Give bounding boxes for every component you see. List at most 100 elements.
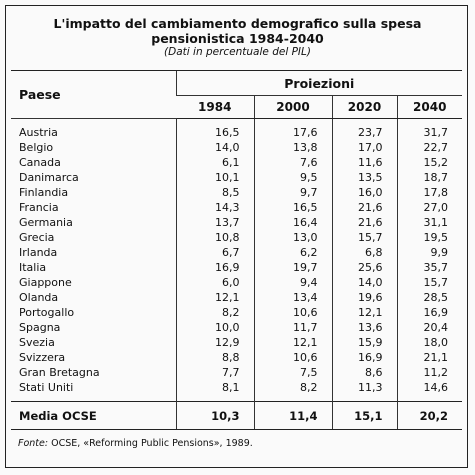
country-name: Belgio (19, 141, 54, 154)
table-row: Canada 6,1 7,6 11,6 15,2 (11, 155, 463, 170)
country-name: Germania (19, 216, 73, 229)
country-name: Svezia (19, 336, 55, 349)
country-name: Spagna (19, 321, 61, 334)
value-cell: 9,7 (253, 185, 332, 200)
value-cell: 17,0 (331, 140, 397, 155)
value-cell: 16,4 (253, 215, 332, 230)
value-cell: 14,0 (331, 275, 397, 290)
value-cell: 17,8 (396, 185, 463, 200)
country-name: Olanda (19, 291, 59, 304)
value-cell: 13,0 (253, 230, 332, 245)
value-cell: 7,7 (175, 365, 254, 380)
country-header: Paese (11, 70, 176, 119)
country-name: Danimarca (19, 171, 79, 184)
value-cell: 21,1 (396, 350, 463, 365)
value-cell: 17,6 (253, 118, 332, 140)
value-cell: 13,7 (175, 215, 254, 230)
value-cell: 31,1 (396, 215, 463, 230)
table-row: Svizzera 8,8 10,6 16,9 21,1 (11, 350, 463, 365)
table-row: Portogallo 8,2 10,6 12,1 16,9 (11, 305, 463, 320)
value-cell: 23,7 (331, 118, 397, 140)
value-cell: 19,5 (396, 230, 463, 245)
value-cell: 14,0 (175, 140, 254, 155)
value-cell: 9,9 (396, 245, 463, 260)
value-cell: 11,3 (331, 380, 397, 402)
table-row: Finlandia 8,5 9,7 16,0 17,8 (11, 185, 463, 200)
table-row: Italia 16,9 19,7 25,6 35,7 (11, 260, 463, 275)
country-name: Italia (19, 261, 47, 274)
value-cell: 12,1 (175, 290, 254, 305)
country-name: Giappone (19, 276, 72, 289)
country-name: Svizzera (19, 351, 66, 364)
table-row: Spagna 10,0 11,7 13,6 20,4 (11, 320, 463, 335)
value-cell: 8,6 (331, 365, 397, 380)
value-cell: 19,6 (331, 290, 397, 305)
value-cell: 13,8 (253, 140, 332, 155)
country-name: Portogallo (19, 306, 75, 319)
value-cell: 12,9 (175, 335, 254, 350)
value-cell: 6,8 (331, 245, 397, 260)
total-value: 11,4 (253, 401, 332, 430)
country-name: Irlanda (19, 246, 58, 259)
value-cell: 6,7 (175, 245, 254, 260)
value-cell: 7,5 (253, 365, 332, 380)
value-cell: 18,0 (396, 335, 463, 350)
value-cell: 8,2 (253, 380, 332, 402)
year-header: 2000 (253, 95, 332, 119)
value-cell: 10,6 (253, 305, 332, 320)
table-row: Gran Bretagna 7,7 7,5 8,6 11,2 (11, 365, 463, 380)
value-cell: 16,5 (175, 118, 254, 140)
country-name: Canada (19, 156, 61, 169)
table-row: Austria 16,5 17,6 23,7 31,7 (11, 118, 463, 140)
subtitle: (Dati in percentuale del PIL) (164, 46, 311, 58)
value-cell: 12,1 (253, 335, 332, 350)
country-name: Finlandia (19, 186, 69, 199)
value-cell: 10,6 (253, 350, 332, 365)
value-cell: 15,7 (331, 230, 397, 245)
total-label: Media OCSE (11, 401, 176, 430)
value-cell: 6,0 (175, 275, 254, 290)
year-header: 2020 (331, 95, 397, 119)
frame: L'impatto del cambiamento demografico su… (5, 5, 468, 468)
value-cell: 6,1 (175, 155, 254, 170)
table-row: Germania 13,7 16,4 21,6 31,1 (11, 215, 463, 230)
value-cell: 18,7 (396, 170, 463, 185)
value-cell: 10,0 (175, 320, 254, 335)
value-cell: 11,6 (331, 155, 397, 170)
value-cell: 35,7 (396, 260, 463, 275)
pension-table: Paese Proiezioni 1984 2000 2020 2040 Austri… (11, 70, 463, 430)
source-note: Fonte: OCSE, «Reforming Public Pensions»… (18, 438, 253, 449)
source-label: Fonte: (18, 438, 49, 449)
value-cell: 14,3 (175, 200, 254, 215)
table-row: Belgio 14,0 13,8 17,0 22,7 (11, 140, 463, 155)
table-row: Francia 14,3 16,5 21,6 27,0 (11, 200, 463, 215)
value-cell: 16,0 (331, 185, 397, 200)
value-cell: 14,6 (396, 380, 463, 402)
table-row: Grecia 10,8 13,0 15,7 19,5 (11, 230, 463, 245)
title: L'impatto del cambiamento demografico su… (53, 16, 422, 46)
value-cell: 13,4 (253, 290, 332, 305)
value-cell: 19,7 (253, 260, 332, 275)
value-cell: 7,6 (253, 155, 332, 170)
value-cell: 10,1 (175, 170, 254, 185)
value-cell: 8,8 (175, 350, 254, 365)
total-value: 15,1 (331, 401, 397, 430)
value-cell: 25,6 (331, 260, 397, 275)
table-row: Danimarca 10,1 9,5 13,5 18,7 (11, 170, 463, 185)
value-cell: 22,7 (396, 140, 463, 155)
table-row: Svezia 12,9 12,1 15,9 18,0 (11, 335, 463, 350)
total-row: Media OCSE 10,3 11,4 15,1 20,2 (11, 401, 463, 430)
table-row: Irlanda 6,7 6,2 6,8 9,9 (11, 245, 463, 260)
value-cell: 11,7 (253, 320, 332, 335)
value-cell: 13,5 (331, 170, 397, 185)
value-cell: 16,9 (175, 260, 254, 275)
country-name: Francia (19, 201, 59, 214)
total-value: 20,2 (396, 401, 463, 430)
value-cell: 15,7 (396, 275, 463, 290)
total-value: 10,3 (175, 401, 254, 430)
value-cell: 15,9 (331, 335, 397, 350)
value-cell: 27,0 (396, 200, 463, 215)
value-cell: 31,7 (396, 118, 463, 140)
group-header: Proiezioni (175, 70, 463, 96)
